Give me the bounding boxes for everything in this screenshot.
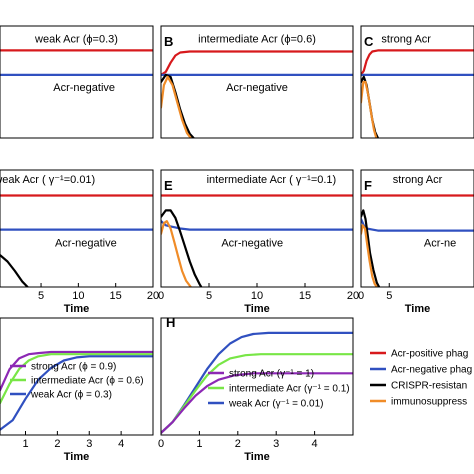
x-axis-label: Time: [244, 303, 269, 315]
series-line-4: [361, 80, 378, 138]
plot-frame: [160, 317, 354, 436]
annotation-label: strong Acr: [393, 174, 443, 186]
x-tick-label: 5: [38, 290, 44, 302]
annotation-label: Acr-negative: [226, 82, 288, 94]
x-tick-label: 10: [72, 290, 84, 302]
x-tick-label: 1: [196, 438, 202, 450]
plot-frame: [0, 317, 154, 436]
annotation-label: weak Acr ( γ⁻¹=0.01): [0, 174, 95, 186]
legend-label: strong Acr (γ⁻¹ = 1): [229, 369, 314, 380]
panel-letter: E: [164, 178, 173, 193]
x-tick-label: 2: [54, 438, 60, 450]
x-tick-label: 4: [118, 438, 124, 450]
series-line-3: [361, 209, 381, 287]
x-tick-label: 5: [206, 290, 212, 302]
legend-label: intermediate Acr (γ⁻¹ = 0.1): [229, 384, 350, 395]
annotation-label: Acr-ne: [424, 238, 456, 250]
x-tick-label: 4: [312, 438, 318, 450]
x-tick-label: 0: [158, 438, 164, 450]
annotation-label: weak Acr (ϕ=0.3): [34, 33, 118, 45]
panel-d: 5 10 15 20 Time weak Acr ( γ⁻¹=0.01) Acr-negat…: [0, 169, 159, 315]
series-line-2: [0, 353, 153, 405]
x-tick-label: 20: [147, 290, 159, 302]
x-tick-label: 5: [386, 290, 392, 302]
plot-frame: [0, 169, 154, 288]
series-line-3: [0, 355, 153, 431]
legend-label: weak Acr (γ⁻¹ = 0.01): [228, 399, 323, 410]
x-tick-label: 0: [358, 290, 364, 302]
x-axis-label: Time: [64, 303, 89, 315]
series-line-3: [0, 254, 29, 287]
panel-letter: B: [164, 34, 173, 49]
x-tick-label: 15: [110, 290, 122, 302]
panel-letter: H: [166, 315, 175, 330]
series-line-3: [161, 209, 203, 287]
annotation-label: Acr-negative: [55, 238, 117, 250]
x-axis-label: Time: [64, 451, 89, 463]
series-line-4: [161, 75, 192, 138]
annotation-label: Acr-negative: [221, 238, 283, 250]
panel-e: 0 5 10 15 20 Time E intermediate Acr ( γ⁻¹=0.1)…: [158, 169, 359, 315]
panel-f: 0 5 Time F strong Acr Acr-ne: [358, 169, 474, 315]
plot-frame: [360, 169, 474, 288]
legend-label: Acr-positive phag: [391, 349, 468, 360]
panel-a: weak Acr (ϕ=0.3) Acr-negative: [0, 25, 154, 139]
x-tick-label: 3: [86, 438, 92, 450]
series-line-1: [161, 50, 353, 76]
panel-letter: F: [364, 178, 372, 193]
annotation-label: intermediate Acr (ϕ=0.6): [198, 33, 316, 45]
annotation-label: Acr-negative: [53, 82, 115, 94]
x-tick-label: 2: [235, 438, 241, 450]
legend-label: strong Acr (ϕ = 0.9): [31, 362, 116, 373]
x-tick-label: 20: [347, 290, 359, 302]
series-line-3: [161, 372, 353, 434]
series-line-2: [161, 220, 353, 231]
annotation-label: strong Acr: [381, 33, 431, 45]
series-line-4: [161, 220, 192, 287]
legend-label: weak Acr (ϕ = 0.3): [30, 390, 112, 401]
legend-label: CRISPR-resistan: [391, 381, 467, 392]
legend-label: intermediate Acr (ϕ = 0.6): [31, 376, 144, 387]
x-tick-label: 10: [251, 290, 263, 302]
main-legend: Acr-positive phag Acr-negative phag CRISPR…: [370, 349, 472, 408]
plot-frame: [360, 25, 474, 139]
x-tick-label: 3: [273, 438, 279, 450]
panel-g: 1 2 3 4 Time strong Acr (ϕ = 0.9) intermediate…: [0, 317, 154, 463]
x-tick-label: 0: [158, 290, 164, 302]
panel-letter: C: [364, 34, 374, 49]
series-line-1: [361, 49, 474, 76]
x-tick-label: 15: [299, 290, 311, 302]
plot-frame: [0, 25, 154, 139]
plot-frame: [160, 25, 354, 139]
series-line-1: [0, 350, 153, 392]
x-axis-label: Time: [405, 303, 430, 315]
series-line-4: [361, 224, 378, 287]
series-line-2: [361, 217, 474, 232]
annotation-label: intermediate Acr ( γ⁻¹=0.1): [207, 174, 337, 186]
x-axis-label: Time: [244, 451, 269, 463]
x-tick-label: 1: [22, 438, 28, 450]
legend-label: immunosuppress: [391, 397, 467, 408]
legend-label: Acr-negative phag: [391, 365, 472, 376]
